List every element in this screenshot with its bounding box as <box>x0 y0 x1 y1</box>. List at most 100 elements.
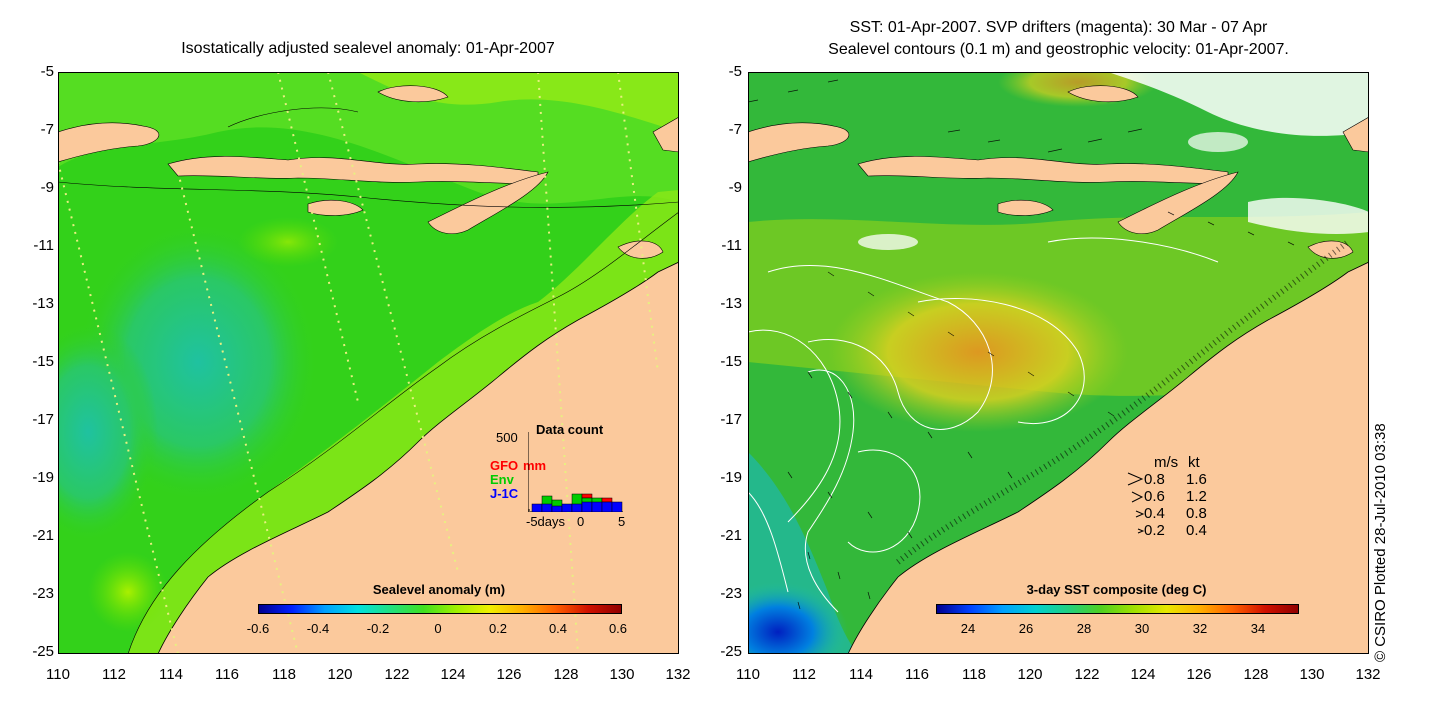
right-lesser-sunda-islands <box>857 156 1229 185</box>
right-x-tick: 130 <box>1299 666 1325 683</box>
left-y-tick: -17 <box>32 411 54 428</box>
left-x-tick: 120 <box>327 666 353 683</box>
left-lesser-sunda-islands <box>167 156 539 185</box>
right-y-tick: -15 <box>720 353 742 370</box>
data-count-histogram <box>528 432 623 512</box>
left-x-tick: 128 <box>553 666 579 683</box>
right-map-title-line1: SST: 01-Apr-2007. SVP drifters (magenta)… <box>849 19 1268 36</box>
left-y-tick: -25 <box>32 643 54 660</box>
right-x-tick: 126 <box>1186 666 1212 683</box>
left-x-tick: 130 <box>609 666 635 683</box>
right-x-tick: 114 <box>849 666 873 683</box>
left-x-tick: 124 <box>440 666 466 683</box>
right-timor-island <box>1117 171 1239 235</box>
legend-gfo: GFO <box>490 458 519 473</box>
left-y-tick: -7 <box>40 121 54 138</box>
right-y-tick: -7 <box>728 121 742 138</box>
right-map <box>748 72 1369 654</box>
left-y-tick: -9 <box>40 179 54 196</box>
right-colorbar-tick: 34 <box>1250 621 1266 636</box>
velocity-legend-kt: 1.6 <box>1186 471 1207 488</box>
right-y-tick: -19 <box>720 469 742 486</box>
right-x-tick: 112 <box>792 666 816 683</box>
left-y-tick: -19 <box>32 469 54 486</box>
left-y-tick: -15 <box>32 353 54 370</box>
right-colorbar-tick: 28 <box>1076 621 1092 636</box>
left-colorbar-title: Sealevel anomaly (m) <box>372 582 506 597</box>
right-x-tick: 124 <box>1130 666 1156 683</box>
right-y-tick: -21 <box>720 527 742 544</box>
data-count-xlabel: -5days <box>526 514 566 529</box>
left-map <box>58 72 679 654</box>
left-x-tick: 132 <box>665 666 691 683</box>
right-x-tick: 116 <box>905 666 929 683</box>
right-y-tick: -5 <box>728 63 742 80</box>
left-y-tick: -21 <box>32 527 54 544</box>
left-x-tick: 116 <box>215 666 239 683</box>
left-sumba-island <box>307 199 364 216</box>
right-y-tick: -11 <box>721 237 742 254</box>
velocity-arrow-icon <box>1127 472 1144 486</box>
velocity-legend-ms: 0.4 <box>1144 505 1165 522</box>
velocity-legend-ms: 0.6 <box>1144 488 1165 505</box>
left-colorbar-tick: 0.2 <box>488 621 508 636</box>
right-y-tick: -25 <box>720 643 742 660</box>
left-java-island <box>58 122 160 163</box>
right-x-tick: 122 <box>1074 666 1100 683</box>
right-colorbar <box>936 604 1299 614</box>
right-colorbar-tick: 32 <box>1192 621 1208 636</box>
data-count-xtick-0: 0 <box>577 514 585 529</box>
velocity-legend-header-ms: m/s <box>1154 454 1179 471</box>
left-colorbar-tick: -0.6 <box>246 621 270 636</box>
data-count-title: Data count <box>536 422 604 437</box>
right-colorbar-title: 3-day SST composite (deg C) <box>1026 582 1207 597</box>
legend-env: Env <box>490 472 514 487</box>
left-x-tick: 114 <box>159 666 183 683</box>
velocity-legend-kt: 1.2 <box>1186 488 1207 505</box>
left-map-title: Isostatically adjusted sealevel anomaly:… <box>181 40 555 57</box>
legend-j1c: J-1C <box>490 486 519 501</box>
data-count-ymax: 500 <box>496 430 518 445</box>
legend-mm: mm <box>523 458 547 473</box>
right-y-tick: -13 <box>720 295 742 312</box>
left-y-tick: -13 <box>32 295 54 312</box>
velocity-legend-header-kt: kt <box>1188 454 1200 471</box>
left-y-tick: -11 <box>33 237 54 254</box>
left-colorbar-tick: 0.6 <box>608 621 628 636</box>
velocity-legend-ms: 0.8 <box>1144 471 1165 488</box>
left-timor-island <box>427 171 549 235</box>
velocity-arrow-icon <box>1135 510 1145 518</box>
velocity-legend-kt: 0.8 <box>1186 505 1207 522</box>
right-y-tick: -23 <box>720 585 742 602</box>
right-colorbar-tick: 26 <box>1018 621 1034 636</box>
right-colorbar-tick: 30 <box>1134 621 1150 636</box>
left-x-tick: 112 <box>102 666 126 683</box>
left-x-tick: 110 <box>46 666 70 683</box>
data-count-xtick-5: 5 <box>618 514 626 529</box>
left-x-tick: 118 <box>272 666 296 683</box>
right-map-title-line2: Sealevel contours (0.1 m) and geostrophi… <box>828 41 1289 58</box>
right-y-tick: -9 <box>728 179 742 196</box>
left-colorbar-tick: 0 <box>434 621 442 636</box>
right-x-tick: 132 <box>1355 666 1381 683</box>
left-colorbar-tick: -0.2 <box>366 621 390 636</box>
velocity-legend-kt: 0.4 <box>1186 522 1207 539</box>
right-java-island <box>748 122 850 163</box>
left-colorbar <box>258 604 622 614</box>
right-sumba-island <box>997 199 1054 216</box>
right-x-tick: 110 <box>736 666 760 683</box>
data-count-inset: Data count 500 GFO mm Env J-1C -5days <box>488 418 638 530</box>
right-colorbar-tick: 24 <box>960 621 976 636</box>
right-y-tick: -17 <box>720 411 742 428</box>
right-x-tick: 128 <box>1243 666 1269 683</box>
left-colorbar-tick: -0.4 <box>306 621 330 636</box>
left-y-tick: -5 <box>40 63 54 80</box>
credit-text: © CSIRO Plotted 28-Jul-2010 03:38 <box>1372 423 1389 662</box>
right-australia-landmass <box>847 261 1369 654</box>
left-x-tick: 122 <box>384 666 410 683</box>
right-x-tick: 118 <box>962 666 986 683</box>
velocity-legend-ms: 0.2 <box>1144 522 1165 539</box>
left-y-tick: -23 <box>32 585 54 602</box>
velocity-arrow-icon <box>1131 491 1144 503</box>
velocity-legend: m/s kt 0.8 1.6 0.6 1.2 0.4 0.8 0.2 0.4 <box>1120 454 1230 544</box>
